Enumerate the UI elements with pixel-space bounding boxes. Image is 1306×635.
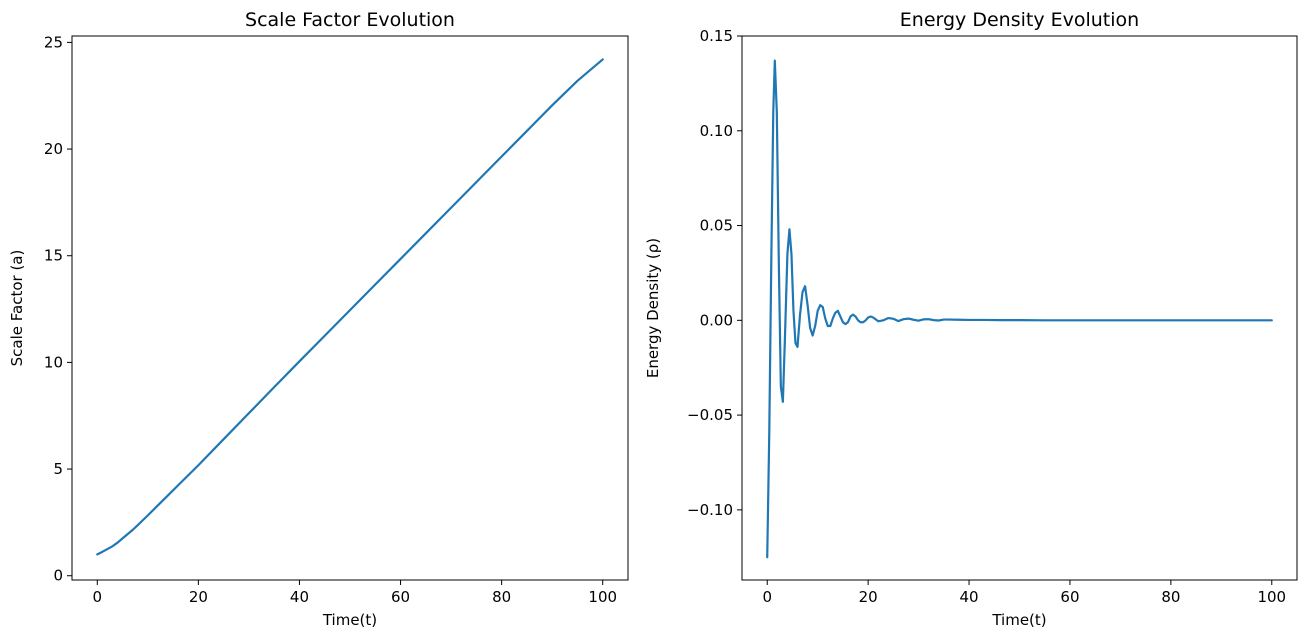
y-tick-label: 0.05 xyxy=(700,217,733,235)
y-tick-label: 5 xyxy=(53,460,63,478)
chart-title: Energy Density Evolution xyxy=(900,9,1139,31)
series-line xyxy=(96,58,604,556)
axes-frame xyxy=(71,35,629,581)
y-tick-label: 0.00 xyxy=(700,311,733,329)
chart-title: Scale Factor Evolution xyxy=(245,9,455,31)
x-axis-label: Time(t) xyxy=(991,611,1046,629)
energy-density-chart: 0 20 40 60 80 100 −0.10 −0.05 0.00 0.05 0.10 0.15 En… xyxy=(644,9,1298,629)
x-tick-label: 40 xyxy=(959,588,978,606)
y-axis-label: Energy Density (ρ) xyxy=(644,238,662,378)
y-tick-label: 0 xyxy=(53,567,63,585)
y-tick-label: 25 xyxy=(44,33,63,51)
x-axis-label: Time(t) xyxy=(322,611,377,629)
x-tick-label: 100 xyxy=(588,588,617,606)
y-tick-label: 20 xyxy=(44,140,63,158)
series-line xyxy=(766,59,1273,559)
y-tick-label: 10 xyxy=(44,353,63,371)
x-tick-label: 60 xyxy=(391,588,410,606)
y-tick-label: 0.15 xyxy=(700,27,733,45)
y-tick-label: 15 xyxy=(44,247,63,265)
x-tick-label: 60 xyxy=(1060,588,1079,606)
axes-frame xyxy=(741,35,1298,581)
scale-factor-chart: 0 20 40 60 80 100 0 5 10 15 20 25 Scale Factor Evolu… xyxy=(8,9,629,629)
y-axis-label: Scale Factor (a) xyxy=(8,250,26,367)
x-tick-label: 0 xyxy=(92,588,102,606)
y-tick-label: −0.10 xyxy=(687,501,733,519)
x-tick-label: 80 xyxy=(1161,588,1180,606)
x-tick-label: 20 xyxy=(859,588,878,606)
x-tick-label: 100 xyxy=(1257,588,1286,606)
x-tick-label: 80 xyxy=(492,588,511,606)
y-tick-label: 0.10 xyxy=(700,122,733,140)
x-tick-label: 40 xyxy=(290,588,309,606)
x-tick-label: 20 xyxy=(189,588,208,606)
y-tick-label: −0.05 xyxy=(687,406,733,424)
x-tick-label: 0 xyxy=(762,588,772,606)
